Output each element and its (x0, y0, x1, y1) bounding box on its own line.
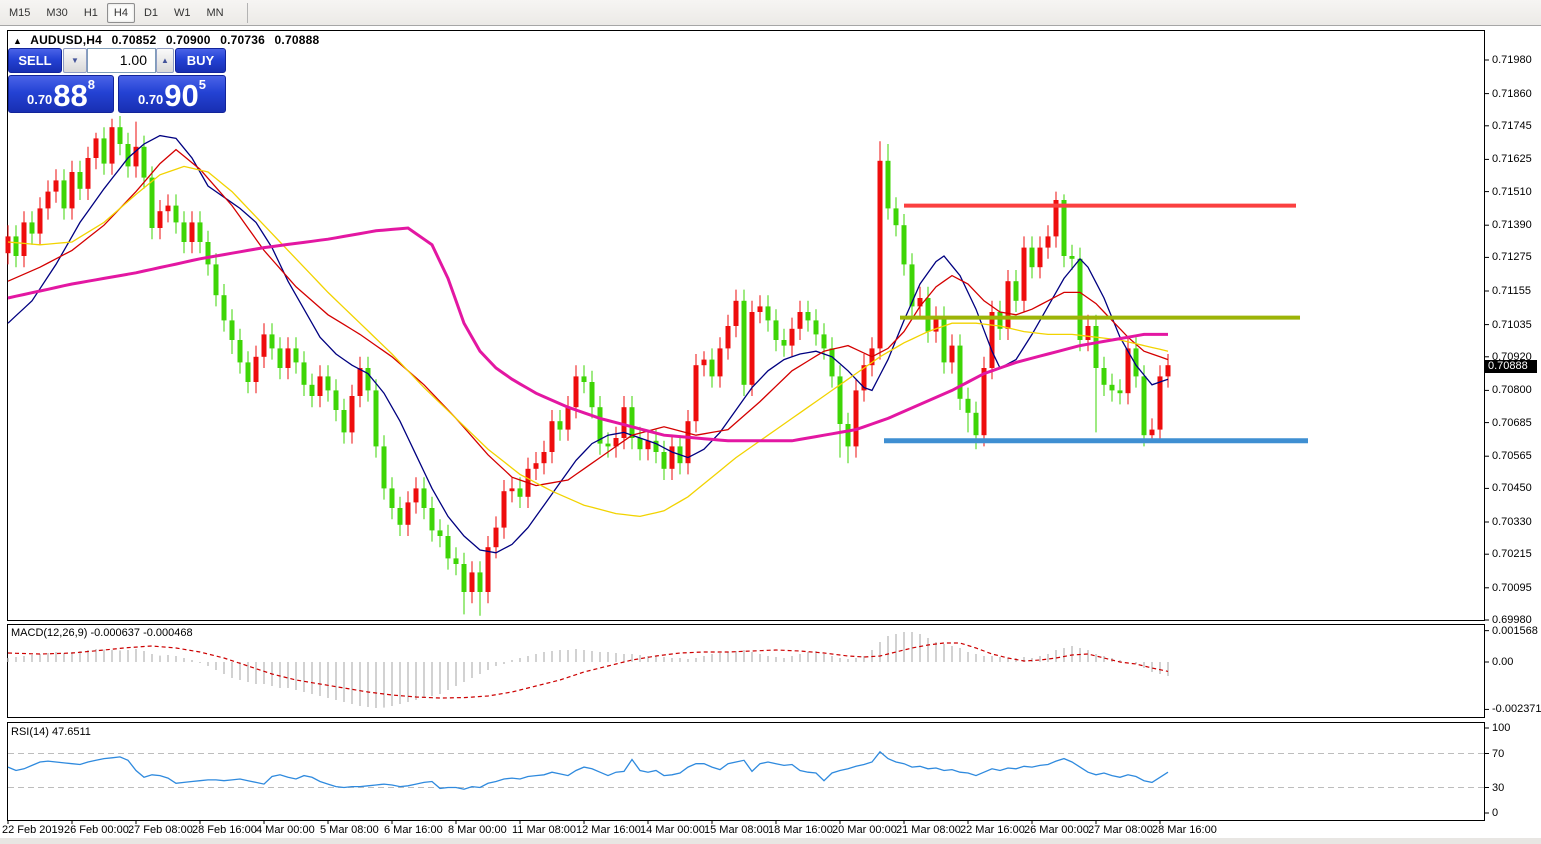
buy-price-prefix: 0.70 (137, 92, 164, 107)
chart-low-value: 0.70736 (220, 33, 265, 47)
price-tick-label: 0.71745 (1492, 119, 1532, 132)
time-axis-label: 26 Mar 00:00 (1024, 824, 1089, 836)
time-axis-label: 4 Mar 00:00 (256, 824, 315, 836)
chevron-up-icon: ▲ (161, 56, 169, 65)
sell-price-big-digits: 88 (53, 78, 88, 113)
time-axis-label: 15 Mar 08:00 (704, 824, 769, 836)
price-tick-label: 0.71860 (1492, 87, 1532, 100)
buy-price-button[interactable]: 0.70 90 5 (118, 75, 226, 113)
rsi-tick-label: 30 (1492, 781, 1505, 794)
chart-open-value: 0.70852 (111, 33, 157, 47)
time-axis-label: 28 Mar 16:00 (1152, 824, 1217, 836)
time-axis-label: 22 Feb 2019 (2, 824, 64, 836)
timeframe-button-D1[interactable]: D1 (143, 6, 158, 19)
price-tick-label: 0.71510 (1492, 185, 1532, 198)
rsi-indicator-header: RSI(14) 47.6511 (11, 726, 91, 738)
timeframe-button-M30[interactable]: M30 (46, 6, 68, 19)
price-tick-label: 0.70565 (1492, 450, 1532, 463)
price-tick-label: 0.71035 (1492, 318, 1532, 331)
sell-button[interactable]: SELL (8, 48, 62, 73)
timeframe-button-W1[interactable]: W1 (174, 6, 191, 19)
time-axis-label: 27 Feb 08:00 (128, 824, 193, 836)
symbol-marker-icon: ▲ (13, 36, 23, 46)
price-tick-label: 0.70095 (1492, 581, 1532, 594)
time-axis-label: 12 Mar 16:00 (576, 824, 641, 836)
price-tick-label: 0.71155 (1492, 285, 1531, 297)
candles-layer (5, 116, 1171, 616)
volume-input[interactable]: 1.00 (87, 48, 156, 73)
buy-price-pip-digit: 5 (198, 77, 207, 92)
rsi-tick-label: 70 (1492, 747, 1505, 760)
buy-button[interactable]: BUY (175, 48, 226, 73)
time-axis-label: 18 Mar 16:00 (768, 824, 833, 836)
pane-frames (7, 30, 1489, 824)
price-tick-label: 0.71275 (1492, 251, 1532, 264)
time-axis-label: 28 Feb 16:00 (192, 824, 257, 836)
price-tick-label: 0.71980 (1492, 54, 1532, 66)
ma-fast-navy (7, 134, 1169, 554)
chart-symbol: AUDUSD,H4 (30, 33, 103, 47)
horizontal-scrollbar[interactable] (0, 838, 1541, 844)
time-axis-label: 6 Mar 16:00 (384, 824, 443, 836)
chart-close-value: 0.70888 (274, 33, 320, 47)
time-axis-label: 27 Mar 08:00 (1088, 824, 1153, 836)
current-price-tag: 0.70888 (1485, 359, 1537, 373)
toolbar-divider (246, 2, 248, 23)
timeframe-button-H1[interactable]: H1 (83, 6, 98, 19)
macd-indicator-header: MACD(12,26,9) -0.000637 -0.000468 (11, 627, 193, 639)
macd-layer (7, 632, 1169, 708)
buy-price-big-digits: 90 (164, 78, 199, 113)
volume-decrease-button[interactable]: ▼ (63, 48, 87, 73)
price-tick-label: 0.70800 (1492, 384, 1532, 397)
chevron-down-icon: ▼ (71, 56, 79, 65)
one-click-trade-panel: SELL ▼ 1.00 ▲ BUY 0.70 88 8 0.70 90 5 (8, 48, 226, 113)
price-tick-label: 0.71390 (1492, 219, 1532, 232)
price-tick-label: 0.70215 (1492, 548, 1532, 561)
volume-increase-button[interactable]: ▲ (156, 48, 174, 73)
price-tick-label: 0.71625 (1492, 153, 1532, 166)
rsi-line (7, 750, 1169, 790)
rsi-tick-label: 0 (1492, 807, 1499, 819)
time-axis-label: 26 Feb 00:00 (64, 824, 129, 836)
time-axis-label: 20 Mar 00:00 (832, 824, 897, 836)
timeframe-button-H4[interactable]: H4 (106, 2, 135, 23)
macd-tick-label: 0.00 (1492, 656, 1514, 668)
price-tick-label: 0.70685 (1492, 416, 1532, 429)
time-axis-label: 5 Mar 08:00 (320, 824, 379, 836)
sell-price-pip-digit: 8 (87, 77, 96, 92)
price-tick-label: 0.70330 (1492, 516, 1532, 528)
ma-slow-yellow (7, 165, 1169, 518)
timeframe-toolbar: M15 M30 H1 H4 D1 W1 MN (0, 0, 1541, 26)
price-tick-label: 0.69980 (1492, 614, 1532, 626)
sell-price-button[interactable]: 0.70 88 8 (8, 75, 114, 113)
time-axis-label: 14 Mar 00:00 (640, 824, 705, 836)
macd-tick-label: -0.002371 (1492, 703, 1541, 716)
timeframe-button-MN[interactable]: MN (206, 6, 224, 19)
price-tick-label: 0.70920 (1492, 350, 1532, 363)
price-tick-label: 0.70450 (1492, 482, 1532, 495)
macd-signal-line (7, 642, 1169, 699)
time-axis-label: 21 Mar 08:00 (896, 824, 961, 836)
chart-title: ▲ AUDUSD,H4 0.70852 0.70900 0.70736 0.70… (13, 33, 325, 47)
rsi-tick-label: 100 (1492, 722, 1511, 734)
ma-trend-magenta (7, 226, 1168, 443)
chart-high-value: 0.70900 (165, 33, 211, 47)
time-axis-label: 11 Mar 08:00 (512, 824, 577, 836)
time-axis-label: 22 Mar 16:00 (960, 824, 1025, 836)
sell-price-prefix: 0.70 (26, 92, 53, 107)
rsi-layer (7, 750, 1484, 790)
timeframe-button-M15[interactable]: M15 (9, 6, 31, 19)
time-axis-label: 8 Mar 00:00 (448, 824, 507, 836)
macd-tick-label: 0.001568 (1492, 624, 1538, 637)
